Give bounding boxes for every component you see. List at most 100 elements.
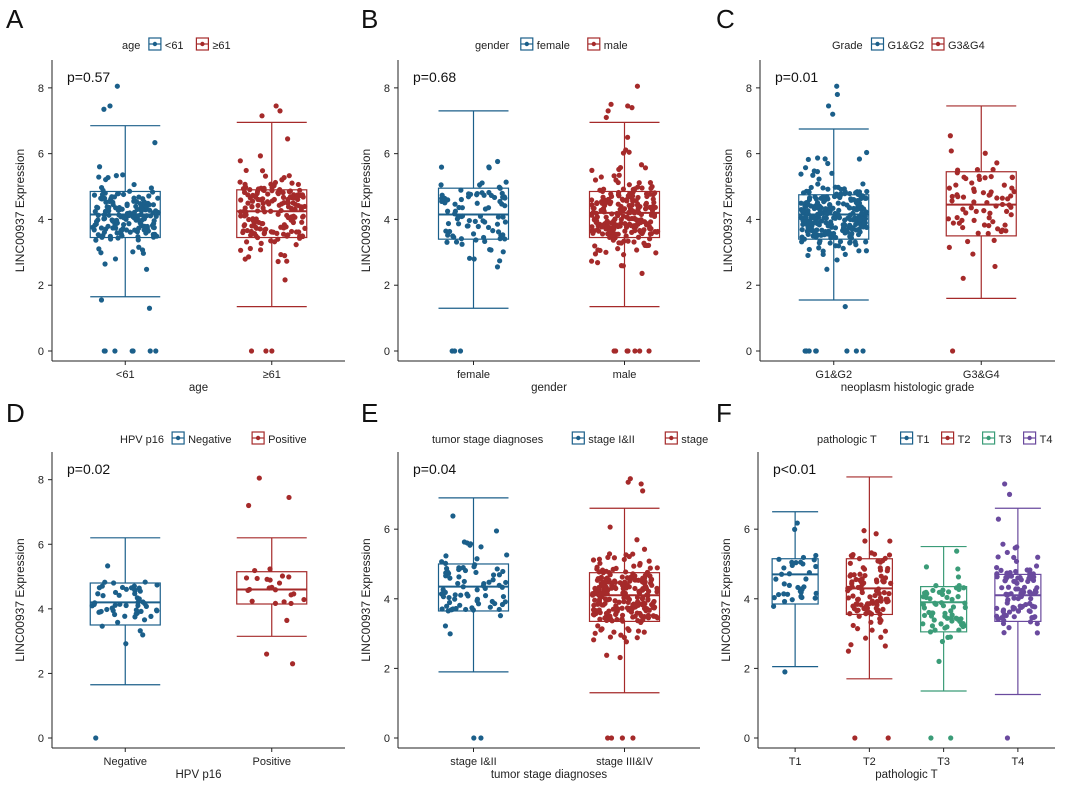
point xyxy=(285,232,291,238)
point xyxy=(936,658,942,664)
point xyxy=(825,223,831,229)
point xyxy=(1000,607,1007,613)
point xyxy=(111,580,117,586)
zero-point xyxy=(608,735,615,741)
point xyxy=(634,635,640,641)
point xyxy=(845,648,852,654)
legend-key xyxy=(664,431,678,445)
point xyxy=(589,197,595,203)
point xyxy=(641,546,648,552)
point xyxy=(781,581,787,587)
point xyxy=(805,252,811,259)
point xyxy=(1019,603,1026,610)
point xyxy=(270,229,276,235)
point xyxy=(260,205,266,211)
point xyxy=(987,210,993,216)
point xyxy=(439,559,445,565)
point xyxy=(600,194,606,200)
jitter-points xyxy=(588,83,661,354)
point xyxy=(440,594,447,600)
point xyxy=(131,181,137,188)
point xyxy=(268,238,274,244)
point xyxy=(452,592,458,598)
zero-point xyxy=(852,735,858,741)
point xyxy=(604,652,610,658)
point xyxy=(1005,591,1011,598)
point xyxy=(655,228,661,235)
point xyxy=(610,606,616,612)
point xyxy=(873,531,879,537)
zero-point xyxy=(803,348,809,354)
point xyxy=(293,229,300,235)
point xyxy=(856,226,862,232)
point xyxy=(302,225,308,231)
point xyxy=(795,584,801,591)
point xyxy=(643,608,649,614)
point xyxy=(798,559,804,565)
point xyxy=(599,224,605,230)
x-tick-label: G1&G2 xyxy=(815,369,852,381)
point xyxy=(639,270,645,276)
point xyxy=(450,606,456,612)
point xyxy=(148,613,154,619)
point xyxy=(878,598,884,604)
jitter-points xyxy=(920,548,968,741)
point xyxy=(154,582,160,588)
point xyxy=(502,236,508,242)
point xyxy=(603,584,609,590)
point xyxy=(618,216,624,223)
point xyxy=(592,251,599,257)
jitter-points xyxy=(993,481,1041,741)
point xyxy=(927,596,933,602)
point xyxy=(950,220,956,226)
box-male: male xyxy=(588,83,661,381)
zero-point xyxy=(147,348,153,354)
x-axis-label: gender xyxy=(531,382,567,394)
point xyxy=(457,602,463,608)
point xyxy=(851,572,857,578)
point xyxy=(497,198,503,205)
point xyxy=(832,225,839,231)
point xyxy=(242,181,248,187)
zero-point xyxy=(860,348,866,354)
point xyxy=(135,213,141,219)
point xyxy=(805,231,811,238)
point xyxy=(615,246,621,252)
legend-key xyxy=(870,37,885,51)
point xyxy=(771,594,777,601)
point xyxy=(597,187,603,193)
point xyxy=(481,192,487,198)
point xyxy=(100,187,106,194)
point xyxy=(801,207,807,214)
point xyxy=(486,579,492,585)
point xyxy=(153,213,159,219)
axes: 0 2 4 6 8 xyxy=(384,60,700,362)
point xyxy=(134,227,140,233)
point xyxy=(825,186,831,192)
point xyxy=(820,185,826,191)
point xyxy=(599,567,606,573)
point xyxy=(836,215,843,221)
point xyxy=(150,202,157,208)
point xyxy=(452,596,458,602)
zero-point xyxy=(130,348,136,354)
point xyxy=(806,569,812,576)
point xyxy=(955,566,961,572)
point xyxy=(994,195,1000,201)
zero-point xyxy=(637,348,643,354)
point xyxy=(954,170,960,176)
point xyxy=(151,218,157,224)
point xyxy=(948,148,954,154)
point xyxy=(1009,174,1015,181)
point xyxy=(648,185,654,192)
point xyxy=(593,218,600,224)
point xyxy=(848,642,854,648)
y-tick-label: 6 xyxy=(746,149,752,161)
point xyxy=(626,596,632,603)
point xyxy=(639,617,646,623)
point xyxy=(94,204,100,210)
point xyxy=(798,215,804,221)
point xyxy=(805,208,811,214)
x-tick-label: male xyxy=(613,369,637,381)
point xyxy=(847,190,853,197)
